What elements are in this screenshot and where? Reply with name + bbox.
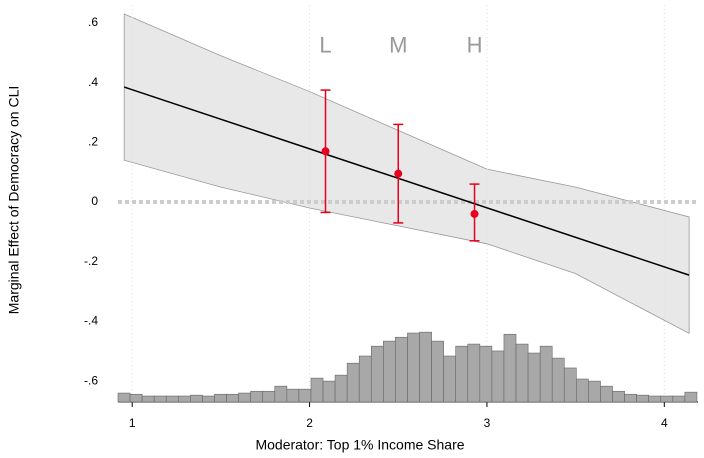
histogram-bar bbox=[419, 331, 432, 403]
y-tick-label: .6 bbox=[88, 15, 98, 29]
histogram-bar bbox=[539, 345, 553, 403]
histogram-bar bbox=[612, 390, 625, 403]
x-tick-label: 4 bbox=[661, 416, 668, 430]
histogram-bar bbox=[178, 395, 191, 403]
y-tick-label: .4 bbox=[88, 75, 98, 89]
histogram-bar bbox=[551, 357, 565, 403]
histogram-bar bbox=[443, 355, 457, 403]
histogram-bar bbox=[648, 395, 662, 403]
histogram-bar bbox=[262, 390, 276, 403]
x-tick-label: 2 bbox=[306, 416, 313, 430]
histogram-bar bbox=[563, 367, 577, 403]
histogram-bar bbox=[226, 393, 239, 403]
histogram-bar bbox=[286, 388, 300, 403]
histogram-bar bbox=[527, 352, 541, 403]
histogram-bar bbox=[588, 380, 601, 403]
y-tick-label: -.4 bbox=[84, 314, 98, 328]
point bbox=[321, 147, 330, 156]
histogram-bar bbox=[515, 343, 529, 403]
histogram-bar bbox=[431, 340, 444, 403]
x-tick-label: 1 bbox=[129, 416, 136, 430]
histogram-bar bbox=[503, 333, 517, 403]
y-axis-label: Marginal Effect of Democracy on CLI bbox=[6, 86, 22, 315]
histogram-bar bbox=[129, 393, 143, 403]
point bbox=[394, 169, 403, 178]
y-tick-label: 0 bbox=[91, 194, 98, 208]
y-tick-label: -.2 bbox=[84, 254, 98, 268]
histogram-bar bbox=[165, 395, 179, 403]
histogram-bar bbox=[407, 332, 420, 403]
point bbox=[470, 209, 479, 218]
histogram-bar bbox=[684, 391, 698, 403]
histogram-bar bbox=[238, 392, 251, 403]
histogram-bar bbox=[214, 393, 227, 403]
histogram-bar bbox=[190, 394, 203, 403]
histogram-bar bbox=[672, 395, 686, 403]
histogram-bar bbox=[491, 350, 505, 403]
histogram-bar bbox=[334, 374, 348, 403]
histogram-bar bbox=[298, 388, 312, 403]
histogram-bar bbox=[479, 345, 493, 403]
histogram-bar bbox=[624, 393, 637, 403]
histogram-bar bbox=[395, 336, 408, 403]
histogram-bar bbox=[310, 377, 324, 403]
histogram-bar bbox=[250, 390, 264, 403]
histogram-bar bbox=[660, 395, 674, 403]
point-label: M bbox=[389, 33, 407, 58]
point-label: L bbox=[319, 33, 331, 58]
histogram-bar bbox=[274, 385, 288, 403]
histogram-bar bbox=[636, 394, 649, 403]
histogram-bar bbox=[322, 380, 336, 403]
x-axis-label: Moderator: Top 1% Income Share bbox=[255, 437, 464, 453]
histogram-bar bbox=[117, 392, 131, 403]
histogram-bar bbox=[467, 343, 481, 403]
point-label: H bbox=[467, 33, 483, 58]
histogram-bar bbox=[600, 385, 613, 403]
histogram-bar bbox=[141, 395, 155, 403]
histogram-bar bbox=[346, 362, 360, 403]
histogram-bar bbox=[383, 340, 396, 403]
y-tick-label: -.6 bbox=[84, 373, 98, 387]
histogram-bar bbox=[370, 345, 384, 403]
histogram-bar bbox=[202, 395, 215, 403]
histogram-bar bbox=[455, 345, 469, 403]
confidence-band bbox=[123, 13, 690, 335]
histogram-bar bbox=[358, 355, 372, 403]
x-tick-label: 3 bbox=[484, 416, 491, 430]
histogram-bar bbox=[576, 378, 589, 403]
histogram-bar bbox=[153, 395, 167, 403]
y-tick-label: .2 bbox=[88, 134, 98, 148]
effect-line bbox=[123, 86, 690, 276]
